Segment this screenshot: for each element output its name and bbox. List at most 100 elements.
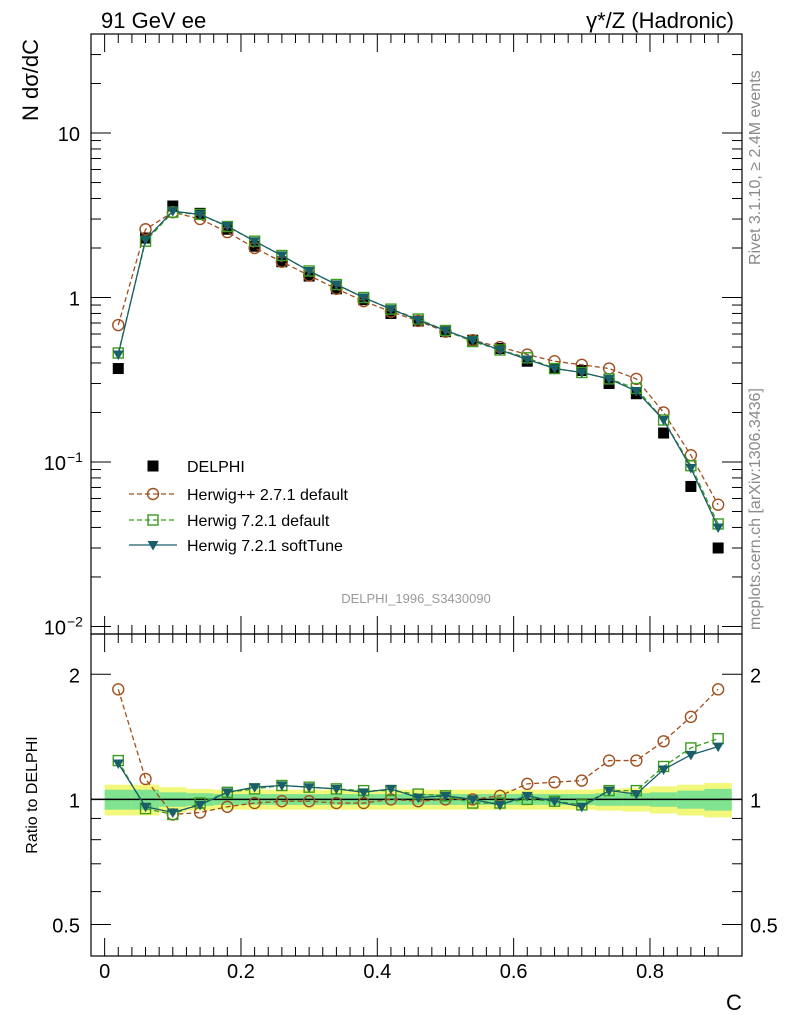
x-tick-label: 0.6 bbox=[500, 961, 528, 983]
triangle-marker bbox=[112, 350, 124, 361]
triangle-marker bbox=[576, 368, 588, 379]
legend-entry: Herwig++ 2.7.1 default bbox=[129, 487, 349, 504]
series-herwig-7-2-1-softtune bbox=[112, 742, 724, 819]
triangle-marker bbox=[167, 207, 179, 217]
series-herwig-7-2-1-default bbox=[112, 206, 724, 530]
triangle-marker bbox=[549, 364, 561, 375]
main-series-layer bbox=[112, 200, 725, 554]
main-ylabel: N dσ/dC bbox=[18, 39, 43, 121]
square-marker bbox=[712, 732, 724, 745]
triangle-marker bbox=[303, 266, 315, 277]
triangle-marker bbox=[412, 315, 424, 326]
circle-marker bbox=[139, 223, 152, 236]
triangle-marker bbox=[194, 210, 206, 220]
triangle-marker bbox=[412, 793, 424, 804]
x-tick-label: 0.8 bbox=[636, 961, 664, 983]
circle-marker bbox=[684, 710, 698, 724]
x-tick-label: 0.4 bbox=[363, 961, 391, 983]
square-marker bbox=[147, 514, 159, 526]
triangle-marker bbox=[658, 416, 670, 426]
triangle-marker bbox=[330, 784, 342, 795]
triangle-marker bbox=[221, 222, 233, 232]
legend-entry: Herwig 7.2.1 default bbox=[129, 513, 330, 530]
circle-marker bbox=[630, 754, 643, 767]
circle-marker bbox=[575, 774, 589, 787]
circle-marker bbox=[711, 683, 725, 696]
circle-marker bbox=[302, 795, 316, 808]
circle-marker bbox=[248, 796, 261, 810]
triangle-marker bbox=[276, 781, 288, 792]
data-point-marker bbox=[658, 427, 670, 439]
triangle-marker bbox=[303, 783, 315, 793]
triangle-marker bbox=[276, 251, 288, 262]
triangle-marker bbox=[385, 305, 397, 315]
triangle-marker bbox=[603, 786, 615, 797]
legend-entry: DELPHI bbox=[147, 459, 245, 476]
triangle-marker bbox=[630, 790, 642, 800]
triangle-marker bbox=[140, 802, 152, 813]
main-ytick-label: 10 bbox=[44, 453, 66, 475]
triangle-marker bbox=[685, 750, 697, 761]
triangle-marker bbox=[494, 345, 506, 356]
circle-marker bbox=[112, 318, 125, 332]
ratio-axis-ticks: 2 2 1 1 0.5 0.5 0 0.2 0.4 0.6 0.8 bbox=[52, 634, 778, 983]
circle-marker bbox=[221, 800, 234, 813]
header-left-label: 91 GeV ee bbox=[101, 8, 206, 33]
circle-marker bbox=[146, 487, 160, 501]
ratio-ytick-label-right: 1 bbox=[750, 790, 761, 812]
triangle-marker bbox=[549, 797, 561, 807]
triangle-marker bbox=[576, 802, 588, 813]
triangle-marker bbox=[140, 235, 152, 246]
circle-marker bbox=[711, 498, 725, 511]
triangle-marker bbox=[147, 541, 159, 551]
triangle-marker bbox=[494, 800, 506, 811]
series-line bbox=[117, 210, 719, 528]
triangle-marker bbox=[112, 759, 124, 770]
triangle-marker bbox=[658, 765, 670, 776]
circle-marker bbox=[630, 372, 643, 386]
circle-marker bbox=[112, 683, 125, 696]
data-point-marker bbox=[685, 480, 697, 492]
ratio-ylabel: Ratio to DELPHI bbox=[24, 736, 41, 853]
ratio-ytick-label-right: 0.5 bbox=[750, 916, 778, 938]
mcplots-label: mcplots.cern.ch [arXiv:1306.3436] bbox=[747, 388, 764, 630]
triangle-marker bbox=[630, 387, 642, 397]
main-ytick-label: 10 bbox=[44, 617, 66, 639]
circle-marker bbox=[330, 796, 343, 810]
triangle-marker bbox=[385, 784, 397, 795]
triangle-marker bbox=[521, 355, 533, 365]
ratio-ytick-label-right: 2 bbox=[750, 665, 761, 687]
data-point-marker bbox=[167, 200, 179, 212]
data-point-marker bbox=[712, 542, 724, 554]
main-ytick-label: 1 bbox=[69, 289, 80, 311]
legend: DELPHI Herwig++ 2.7.1 default Herwig 7.2.1… bbox=[129, 459, 349, 555]
data-point-marker bbox=[147, 460, 159, 472]
triangle-marker bbox=[439, 791, 451, 802]
circle-marker bbox=[548, 775, 561, 789]
x-tick-label: 0.2 bbox=[227, 961, 255, 983]
legend-label: DELPHI bbox=[187, 459, 245, 476]
header-right-label: γ*/Z (Hadronic) bbox=[586, 8, 734, 33]
legend-label: Herwig 7.2.1 default bbox=[187, 513, 330, 530]
series-herwig-7-2-1-softtune bbox=[112, 207, 724, 533]
ratio-panel: 2 21 10.5 0.50 0.2 0.4 0.6 0.8 Ratio to DELPHI … bbox=[24, 633, 778, 1015]
rivet-version-label: Rivet 3.1.10, ≥ 2.4M events bbox=[747, 70, 764, 265]
circle-marker bbox=[521, 777, 534, 791]
triangle-marker bbox=[603, 374, 615, 385]
legend-label: Herwig 7.2.1 softTune bbox=[187, 538, 343, 555]
ratio-frame bbox=[90, 633, 743, 957]
triangle-marker bbox=[439, 326, 451, 337]
triangle-marker bbox=[249, 783, 261, 793]
triangle-marker bbox=[358, 293, 370, 304]
circle-marker bbox=[139, 772, 152, 786]
main-ytick-label: 10 bbox=[58, 124, 80, 146]
data-point-marker bbox=[112, 363, 124, 375]
square-marker bbox=[221, 220, 234, 233]
main-ytick-label-exponent: −1 bbox=[67, 449, 83, 465]
ratio-ytick-label: 1 bbox=[69, 790, 80, 812]
triangle-marker bbox=[712, 523, 724, 533]
triangle-marker bbox=[521, 791, 533, 802]
